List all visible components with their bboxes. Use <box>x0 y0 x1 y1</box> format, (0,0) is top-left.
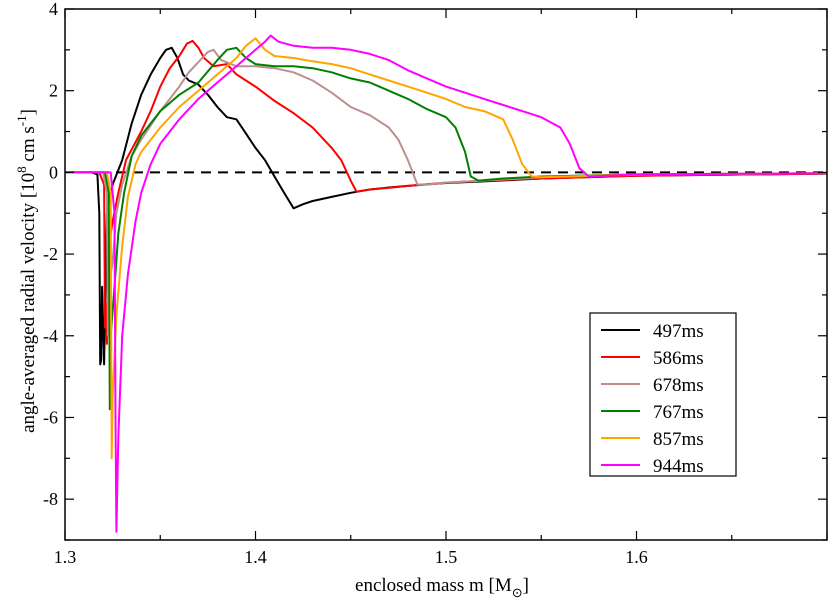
y-tick-label: -4 <box>43 326 58 346</box>
y-tick-label: -6 <box>43 407 58 427</box>
legend-label-857ms: 857ms <box>653 429 704 450</box>
y-tick-label: -8 <box>43 489 58 509</box>
legend-label-586ms: 586ms <box>653 348 704 369</box>
x-tick-label: 1.5 <box>435 547 458 567</box>
x-tick-label: 1.6 <box>625 547 648 567</box>
y-tick-label: 0 <box>49 162 58 182</box>
legend-label-944ms: 944ms <box>653 456 704 477</box>
series-line-857ms <box>65 37 828 460</box>
series-line-767ms <box>65 46 828 411</box>
legend-label-767ms: 767ms <box>653 402 704 423</box>
series-line-678ms <box>65 48 828 337</box>
y-tick-label: 4 <box>49 0 58 19</box>
y-axis-label: angle-averaged radial velocity [108 cm s… <box>14 109 39 433</box>
legend-label-497ms: 497ms <box>653 321 704 342</box>
legend: 497ms 586ms 678ms 767ms 857ms 944ms <box>589 312 737 477</box>
x-axis-label: enclosed mass m [M⊙] <box>355 575 529 600</box>
y-tick-label: 2 <box>49 81 58 101</box>
series-line-944ms <box>65 34 828 533</box>
y-tick-label: -2 <box>43 244 58 264</box>
legend-box <box>589 312 737 477</box>
x-tick-label: 1.4 <box>244 547 267 567</box>
legend-label-678ms: 678ms <box>653 375 704 396</box>
x-tick-label: 1.3 <box>54 547 77 567</box>
